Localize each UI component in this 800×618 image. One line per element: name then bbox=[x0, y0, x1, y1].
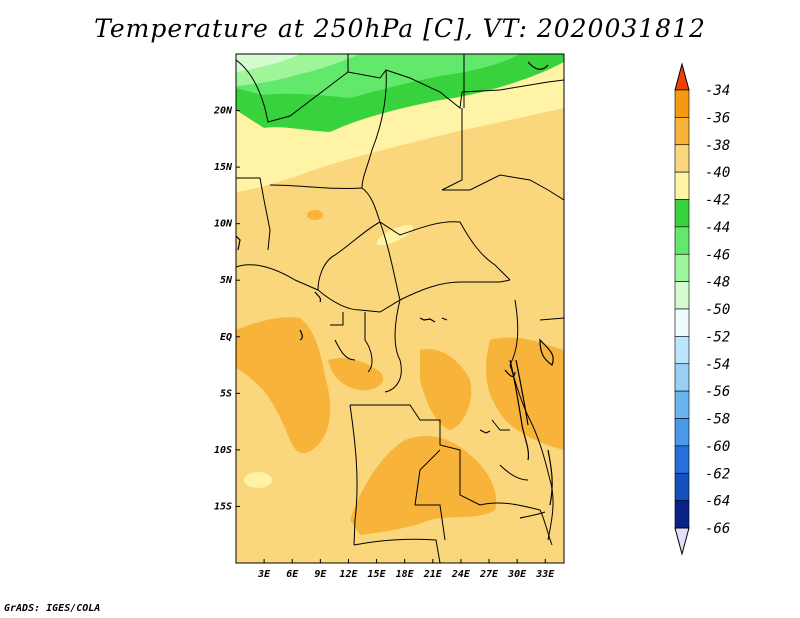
water-features bbox=[236, 61, 554, 519]
temp-patch-38-east bbox=[485, 337, 564, 450]
colorbar-label-7: -48 bbox=[705, 275, 730, 291]
x-tick-label-10: 33E bbox=[535, 569, 555, 580]
temp-band-50 bbox=[236, 54, 300, 72]
temp-patch-42-a bbox=[244, 472, 272, 488]
x-tick-label-0: 3E bbox=[257, 569, 271, 580]
y-tick-label-3: 5N bbox=[220, 275, 233, 286]
colorbar-swatch-0 bbox=[674, 89, 690, 118]
x-tick-label-8: 27E bbox=[479, 569, 499, 580]
colorbar-swatch-8 bbox=[674, 308, 690, 337]
colorbar-label-5: -44 bbox=[705, 220, 730, 236]
colorbar-swatch-7 bbox=[674, 281, 690, 310]
y-tick-label-0: 20N bbox=[213, 106, 233, 117]
colorbar-label-10: -54 bbox=[705, 357, 730, 373]
x-tick-label-1: 6E bbox=[286, 569, 299, 580]
chart-title: Temperature at 250hPa [C], VT: 202003181… bbox=[94, 14, 706, 43]
colorbar-label-6: -46 bbox=[705, 247, 730, 263]
x-tick-label-4: 15E bbox=[368, 569, 387, 580]
temp-patch-38-coast bbox=[236, 317, 331, 454]
y-tick-label-6: 10S bbox=[214, 445, 232, 456]
x-tick-label-9: 30E bbox=[507, 569, 527, 580]
axis-ticks: 3E 6E 9E 12E 15E 18E 21E 24E 27E 30E 33E 20N 15N 10N 5… bbox=[213, 106, 555, 580]
colorbar-label-0: -34 bbox=[705, 83, 730, 99]
colorbar-label-4: -42 bbox=[705, 193, 730, 209]
colorbar-label-9: -52 bbox=[705, 329, 730, 345]
colorbar-label-14: -62 bbox=[705, 466, 730, 482]
colorbar-swatch-6 bbox=[674, 253, 690, 282]
borders-layer bbox=[236, 54, 564, 563]
plot-frame bbox=[235, 53, 565, 564]
y-tick-label-4: EQ bbox=[220, 332, 232, 343]
colorbar-label-8: -50 bbox=[705, 302, 730, 318]
y-tick-label-5: 5S bbox=[220, 388, 232, 399]
x-tick-label-5: 18E bbox=[396, 569, 415, 580]
colorbar-label-1: -36 bbox=[705, 110, 730, 126]
colorbar-swatch-1 bbox=[674, 117, 690, 146]
x-tick-label-3: 12E bbox=[339, 569, 358, 580]
temp-patch-38-center bbox=[420, 349, 472, 430]
colorbar-swatch-11 bbox=[674, 390, 690, 419]
colorbar-swatch-12 bbox=[674, 418, 690, 447]
colorbar-swatch-5 bbox=[674, 226, 690, 255]
colorbar-swatch-2 bbox=[674, 144, 690, 173]
colorbar-group: -34 -36 -38 -40 -42 -44 -46 -48 -50 -52 -54 -56 -58 -… bbox=[674, 62, 730, 556]
colorbar-label-12: -58 bbox=[705, 412, 730, 428]
colorbar-swatch-10 bbox=[674, 363, 690, 392]
colorbar-top-triangle bbox=[674, 62, 690, 91]
y-tick-label-7: 15S bbox=[214, 501, 232, 512]
colorbar-swatch-15 bbox=[674, 500, 690, 529]
map-fill-layer bbox=[236, 54, 564, 563]
colorbar-swatch-4 bbox=[674, 199, 690, 228]
colorbar-swatch-13 bbox=[674, 445, 690, 474]
credit-label: GrADS: IGES/COLA bbox=[4, 603, 101, 614]
colorbar-label-3: -40 bbox=[705, 165, 730, 181]
y-tick-label-1: 15N bbox=[214, 162, 233, 173]
x-tick-label-2: 9E bbox=[314, 569, 327, 580]
colorbar-label-15: -64 bbox=[705, 494, 730, 510]
temp-patch-38-gabon bbox=[328, 358, 384, 391]
x-tick-label-6: 21E bbox=[423, 569, 443, 580]
colorbar-bottom-triangle bbox=[674, 527, 690, 556]
x-tick-label-7: 24E bbox=[451, 569, 471, 580]
colorbar-swatch-9 bbox=[674, 336, 690, 365]
colorbar-swatch-14 bbox=[674, 472, 690, 501]
colorbar-label-2: -38 bbox=[705, 138, 730, 154]
temp-patch-38-small bbox=[307, 210, 323, 220]
colorbar-swatch-3 bbox=[674, 171, 690, 200]
colorbar-label-11: -56 bbox=[705, 384, 730, 400]
colorbar-label-16: -66 bbox=[705, 521, 730, 537]
y-tick-label-2: 10N bbox=[214, 219, 233, 230]
colorbar-label-13: -60 bbox=[705, 439, 730, 455]
